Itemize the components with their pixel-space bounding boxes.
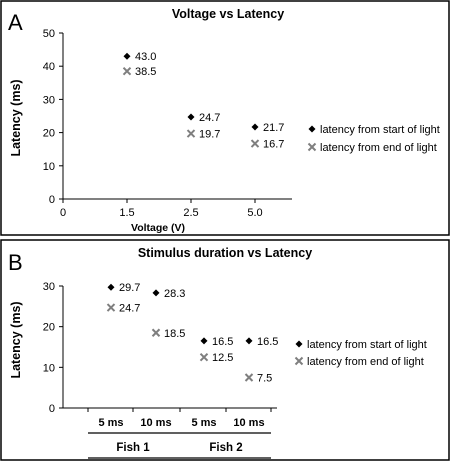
- panel-a-point-start: [251, 123, 259, 131]
- panel-a-point-end: [250, 139, 260, 148]
- panel-b-legend-marker-end: [294, 356, 304, 366]
- panel-a-ylabel: Latency (ms): [9, 79, 23, 156]
- panel-b-data-label: 29.7: [119, 282, 140, 294]
- panel-b-y-tick-label: 0: [49, 403, 55, 415]
- panel-b-point-start: [245, 337, 253, 345]
- panel-b-data-label: 12.5: [212, 352, 233, 364]
- panel-b-frame: [0, 239, 450, 461]
- panel-b-legend-marker-start: [295, 340, 303, 348]
- panel-a-title: Voltage vs Latency: [172, 7, 284, 21]
- panel-b-data-label: 28.3: [164, 288, 185, 300]
- panel-a-data-label: 19.7: [199, 129, 220, 141]
- panel-b-point-end: [199, 352, 209, 362]
- panel-b-plot: 0 10 20 30 5 ms 10 ms 5 ms 10 ms Fish 1 Fish 2 29.…: [43, 281, 427, 459]
- panel-b-category-label: 5 ms: [191, 417, 216, 429]
- panel-b-point-end: [106, 303, 116, 312]
- panel-a-frame: [0, 0, 450, 236]
- panel-a-y-tick-label: 40: [43, 61, 55, 73]
- panel-a-x-tick-label: 1.5: [119, 207, 134, 219]
- panel-a-data-label: 43.0: [135, 51, 156, 63]
- panel-a-data-label: 16.7: [263, 139, 284, 151]
- panel-b-y-tick-label: 20: [43, 322, 55, 334]
- panel-b-category-label: 10 ms: [233, 417, 264, 429]
- panel-b-point-start: [107, 283, 115, 291]
- panel-a-plot: 0 10 20 30 40 50 0 1.5 2.5 5.0 43.0 24.7 21.7 38.5 19.…: [43, 28, 440, 219]
- panel-b-legend-label: latency from end of light: [307, 356, 424, 368]
- panel-a-x-tick-label: 5.0: [247, 207, 262, 219]
- panel-a-data-label: 38.5: [135, 66, 156, 78]
- panel-a-legend-marker-end: [307, 142, 317, 152]
- panel-a-letter: A: [8, 10, 23, 35]
- panel-a-data-label: 21.7: [263, 122, 284, 134]
- panel-b-ylabel: Latency (ms): [9, 301, 23, 378]
- panel-b-data-label: 18.5: [164, 328, 185, 340]
- panel-a-point-end: [122, 66, 132, 76]
- panel-b-data-label: 16.5: [212, 336, 233, 348]
- panel-b-data-label: 16.5: [257, 336, 278, 348]
- panel-a-data-label: 24.7: [199, 112, 220, 124]
- panel-b-y-tick-label: 30: [43, 281, 55, 293]
- panel-a-y-tick-label: 30: [43, 94, 55, 106]
- panel-b-letter: B: [8, 250, 23, 275]
- panel-a-legend-label: latency from start of light: [320, 124, 440, 136]
- panel-b-point-start: [200, 337, 208, 345]
- panel-b-point-start: [152, 289, 160, 297]
- panel-b-category-label: 10 ms: [140, 417, 171, 429]
- panel-b-category-label: 5 ms: [98, 417, 123, 429]
- panel-a-x-tick-label: 0: [60, 207, 66, 219]
- panel-b-data-label: 24.7: [119, 303, 140, 315]
- panel-a-point-start: [187, 113, 195, 121]
- panel-a-x-tick-label: 2.5: [183, 207, 198, 219]
- panel-a-y-tick-label: 50: [43, 28, 55, 40]
- panel-a-point-start: [123, 52, 131, 60]
- panel-a-xlabel: Voltage (V): [131, 222, 185, 234]
- panel-b-legend-label: latency from start of light: [307, 339, 427, 351]
- panel-a-y-tick-label: 10: [43, 161, 55, 173]
- panel-a-point-end: [186, 129, 196, 138]
- panel-a-legend-label: latency from end of light: [320, 142, 437, 154]
- panel-b-data-label: 7.5: [257, 373, 272, 385]
- panel-a-y-tick-label: 20: [43, 128, 55, 140]
- panel-a-y-tick-label: 0: [49, 194, 55, 206]
- panel-b-point-end: [244, 373, 254, 382]
- panel-b-y-tick-label: 10: [43, 362, 55, 374]
- panel-a-legend-marker-start: [308, 125, 316, 133]
- panel-b-point-end: [151, 328, 161, 337]
- panel-b-title: Stimulus duration vs Latency: [138, 246, 312, 260]
- panel-b-group-label: Fish 1: [116, 442, 150, 454]
- panel-b-group-label: Fish 2: [209, 442, 242, 454]
